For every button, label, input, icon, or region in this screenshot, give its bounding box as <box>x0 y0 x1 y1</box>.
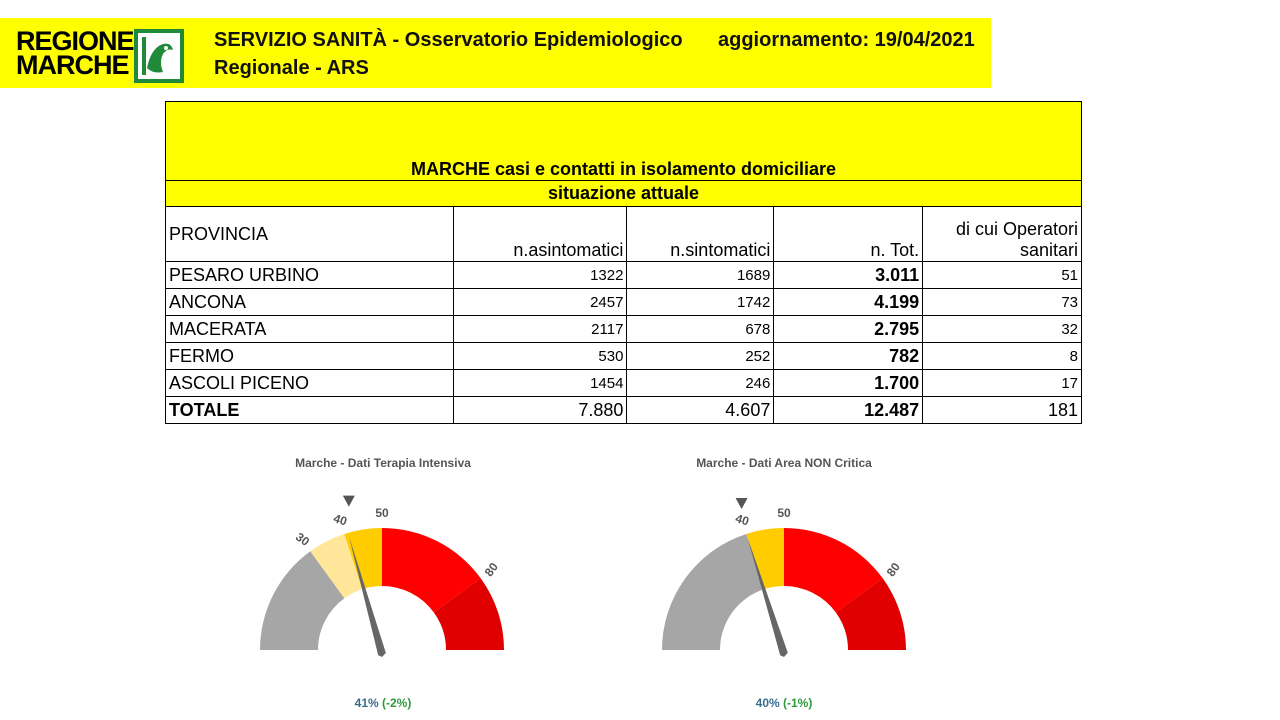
gauge-needle <box>349 536 386 657</box>
total-operatori: 181 <box>922 396 1082 424</box>
col-header-operatori: di cui Operatori sanitari <box>922 206 1082 262</box>
gauge-band <box>344 528 382 590</box>
col-header-asintomatici: n.asintomatici <box>452 206 628 262</box>
table-subtitle: situazione attuale <box>165 180 1082 207</box>
cell-provincia: ANCONA <box>165 288 454 316</box>
gauge-previous-marker <box>342 495 355 507</box>
cell-operatori: 51 <box>922 261 1082 289</box>
gauge-value-terapia-intensiva: 41% (-2%) <box>354 696 412 710</box>
cell-tot: 2.795 <box>773 315 924 343</box>
table-total-row: TOTALE 7.880 4.607 12.487 181 <box>165 396 1082 424</box>
cell-asintomatici: 530 <box>452 342 628 370</box>
col-header-totale: n. Tot. <box>773 206 924 262</box>
table-subtitle-row: situazione attuale <box>165 180 1082 207</box>
gauge-terapia-intensiva: 30 40 50 80 <box>260 495 504 657</box>
gauge-band <box>784 528 883 613</box>
cell-operatori: 17 <box>922 369 1082 397</box>
update-date: aggiornamento: 19/04/2021 <box>718 29 975 51</box>
total-tot: 12.487 <box>773 396 924 424</box>
gauge-title-area-non-critica: Marche - Dati Area NON Critica <box>696 456 872 470</box>
gauge-tick-label: 40 <box>734 511 751 529</box>
gauge-band <box>662 533 765 650</box>
header-banner: REGIONE MARCHE SERVIZIO SANITÀ - Osserva… <box>0 18 991 88</box>
cell-asintomatici: 2117 <box>452 315 628 343</box>
regione-marche-logo-text: REGIONE MARCHE <box>16 26 135 80</box>
gauge-tick-label: 50 <box>375 506 389 520</box>
total-sintomatici: 4.607 <box>626 396 775 424</box>
total-asintomatici: 7.880 <box>452 396 628 424</box>
col-header-provincia: PROVINCIA <box>165 206 454 262</box>
gauge-value-area-non-critica: 40% (-1%) <box>755 696 813 710</box>
gauge-band <box>310 533 363 599</box>
isolation-table: MARCHE casi e contatti in isolamento dom… <box>165 101 1082 424</box>
header-title: SERVIZIO SANITÀ - Osservatorio Epidemiol… <box>214 29 683 79</box>
cell-operatori: 73 <box>922 288 1082 316</box>
table-row: ANCONA 2457 1742 4.199 73 <box>165 288 1082 316</box>
total-label: TOTALE <box>165 396 454 424</box>
cell-provincia: ASCOLI PICENO <box>165 369 454 397</box>
table-title-row: MARCHE casi e contatti in isolamento dom… <box>165 101 1082 181</box>
gauge-band <box>382 528 481 613</box>
cell-sintomatici: 1742 <box>626 288 775 316</box>
cell-sintomatici: 678 <box>626 315 775 343</box>
gauge-tick-label: 80 <box>884 560 903 579</box>
cell-sintomatici: 252 <box>626 342 775 370</box>
col-header-sintomatici: n.sintomatici <box>626 206 775 262</box>
table-title: MARCHE casi e contatti in isolamento dom… <box>165 101 1082 181</box>
gauge-band <box>746 528 784 590</box>
gauge-previous-marker <box>735 498 748 510</box>
regione-marche-logo-icon <box>134 29 184 83</box>
table-header-row: PROVINCIA n.asintomatici n.sintomatici n… <box>165 206 1082 262</box>
gauge-tick-label: 30 <box>293 530 312 549</box>
gauge-band <box>835 578 906 650</box>
cell-sintomatici: 1689 <box>626 261 775 289</box>
cell-sintomatici: 246 <box>626 369 775 397</box>
gauge-title-terapia-intensiva: Marche - Dati Terapia Intensiva <box>295 456 471 470</box>
gauge-tick-label: 40 <box>332 511 349 529</box>
cell-operatori: 8 <box>922 342 1082 370</box>
table-row: MACERATA 2117 678 2.795 32 <box>165 315 1082 343</box>
gauge-band <box>433 578 504 650</box>
table-row: PESARO URBINO 1322 1689 3.011 51 <box>165 261 1082 289</box>
cell-asintomatici: 1322 <box>452 261 628 289</box>
cell-operatori: 32 <box>922 315 1082 343</box>
cell-provincia: MACERATA <box>165 315 454 343</box>
table-row: FERMO 530 252 782 8 <box>165 342 1082 370</box>
cell-asintomatici: 1454 <box>452 369 628 397</box>
gauge-area-non-critica: 40 50 80 <box>662 498 906 657</box>
gauge-needle <box>747 537 788 657</box>
cell-tot: 4.199 <box>773 288 924 316</box>
cell-tot: 3.011 <box>773 261 924 289</box>
gauge-tick-label: 80 <box>482 560 501 579</box>
cell-tot: 1.700 <box>773 369 924 397</box>
table-row: ASCOLI PICENO 1454 246 1.700 17 <box>165 369 1082 397</box>
cell-provincia: FERMO <box>165 342 454 370</box>
cell-tot: 782 <box>773 342 924 370</box>
cell-asintomatici: 2457 <box>452 288 628 316</box>
cell-provincia: PESARO URBINO <box>165 261 454 289</box>
gauge-band <box>260 551 345 650</box>
gauge-tick-label: 50 <box>777 506 791 520</box>
